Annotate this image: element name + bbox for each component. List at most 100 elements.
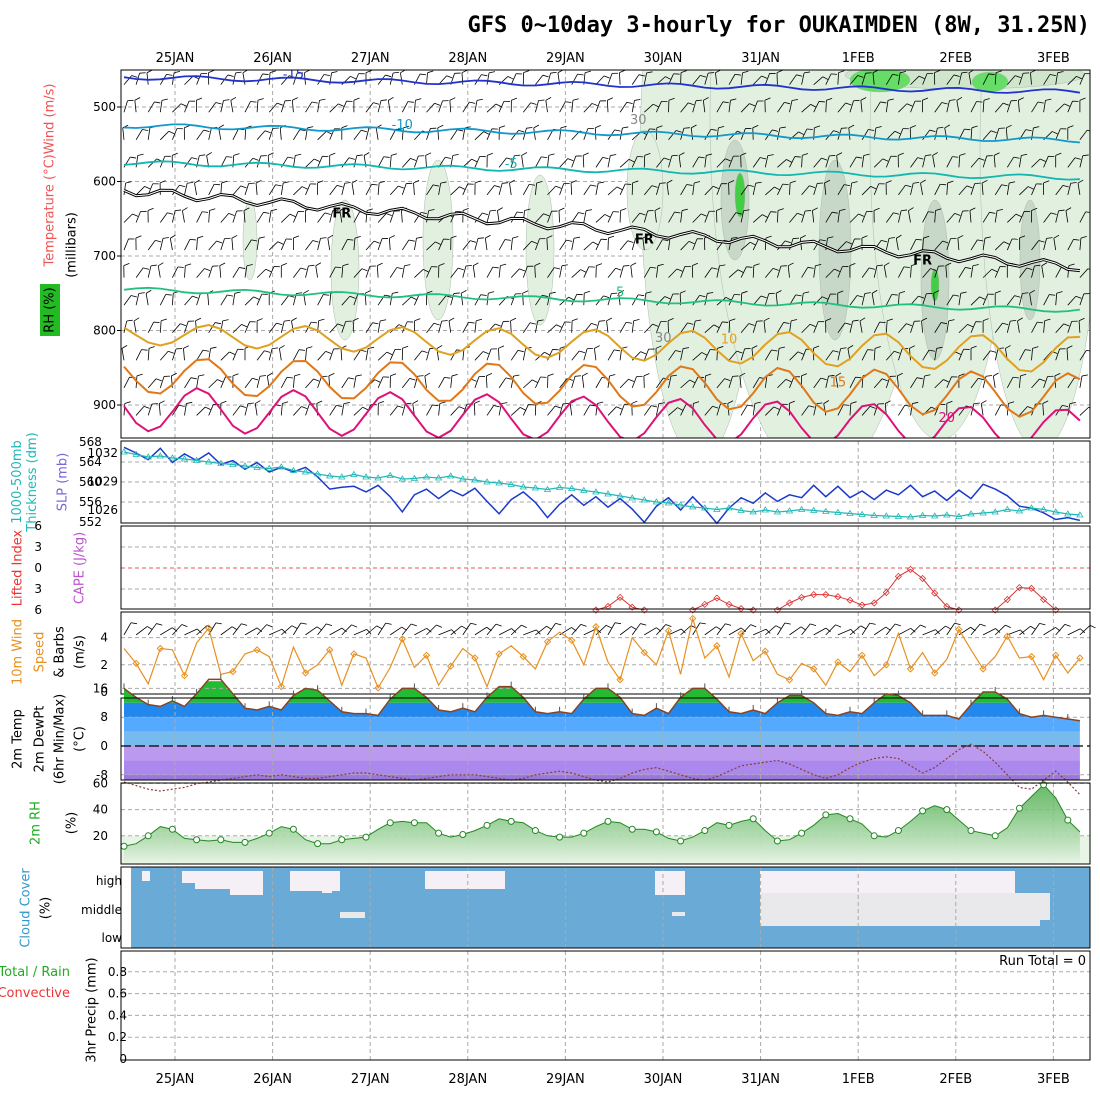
wind-barb-flag xyxy=(483,131,490,135)
wind-barb xyxy=(801,72,805,85)
wind-barb xyxy=(474,238,479,251)
wind-barb-flag xyxy=(934,70,941,74)
wind-barb-flag xyxy=(674,211,681,214)
wind-speed-point xyxy=(737,629,745,638)
wind-barb xyxy=(208,379,218,389)
wind-barb-flag xyxy=(808,405,815,408)
wind-barb-flag xyxy=(450,235,457,239)
wind-barb xyxy=(146,72,149,85)
temperature-band xyxy=(124,681,1080,703)
wind-barb-flag xyxy=(510,317,517,322)
wind-barb-flag xyxy=(451,629,456,635)
isotherm--10 xyxy=(123,123,1080,144)
wind-speed-point xyxy=(398,635,407,643)
wind-barb xyxy=(317,376,322,388)
wind-barb-flag xyxy=(643,373,650,377)
wind-barb xyxy=(885,350,895,361)
wind-barb xyxy=(196,625,208,636)
wind-barb-flag xyxy=(856,295,863,298)
wind-barb xyxy=(764,268,774,278)
wind-barb xyxy=(583,210,587,223)
wind-speed-point xyxy=(834,658,842,666)
wind-barb xyxy=(895,238,899,251)
thickness-point xyxy=(132,450,140,457)
wind-barb-flag xyxy=(947,180,954,184)
wind-barb xyxy=(256,238,260,251)
wind-barb-flag xyxy=(313,378,320,382)
lifted-index-point xyxy=(785,599,794,607)
wind-barb xyxy=(861,293,866,306)
wind-barb-flag xyxy=(426,628,432,633)
wind-barb xyxy=(680,184,687,196)
wind-barb-flag xyxy=(1027,186,1034,190)
cloud-left-gap xyxy=(121,867,131,948)
wind-barb-flag xyxy=(240,185,247,189)
wind-barb xyxy=(305,101,313,113)
wind-barb-flag xyxy=(944,124,951,129)
wind-barb xyxy=(728,100,731,113)
wind-barb xyxy=(208,266,213,278)
wind-barb-flag xyxy=(978,157,985,161)
wind-barb-flag xyxy=(739,372,746,377)
wind-barb xyxy=(232,349,238,361)
wind-barb-flag xyxy=(476,98,483,101)
wind-barb-flag xyxy=(263,211,270,214)
wind-barb-flag xyxy=(1058,209,1065,212)
wind-barb-flag xyxy=(838,70,845,74)
wind-barb xyxy=(317,74,325,85)
wind-barb xyxy=(619,72,621,85)
wind-barb-flag xyxy=(293,235,300,239)
wind-barb-flag xyxy=(725,158,731,162)
wind-barb xyxy=(123,75,133,85)
wind-barb xyxy=(813,403,817,416)
wind-barb xyxy=(510,320,512,333)
wind-barb-flag xyxy=(688,102,694,106)
wind-barb-flag xyxy=(532,379,538,383)
wind-barb-flag xyxy=(1019,235,1026,239)
wind-barb xyxy=(825,100,827,113)
rh-point xyxy=(628,825,636,833)
wind-barb-flag xyxy=(548,153,555,156)
wind-barb xyxy=(619,378,629,389)
wind-barb-flag xyxy=(860,97,867,101)
rh-legend-swatch xyxy=(40,284,60,336)
wind-barb-flag xyxy=(372,322,379,325)
wind-speed-point xyxy=(446,662,455,670)
wind-barb-flag xyxy=(572,98,579,101)
wind-barb xyxy=(244,403,249,416)
wind-barb-flag xyxy=(605,624,612,629)
wind-barb xyxy=(256,624,267,636)
wind-barb xyxy=(764,155,769,168)
thickness-point xyxy=(543,485,552,492)
wind-barb-flag xyxy=(199,154,206,157)
wind-barb-flag xyxy=(196,628,202,634)
wind-barb-flag xyxy=(993,152,1000,156)
wind-barb-flag xyxy=(255,400,261,404)
wind-barb-flag xyxy=(262,73,269,75)
wind-barb-flag xyxy=(409,378,416,381)
wind-barb xyxy=(898,348,903,361)
thickness-point xyxy=(725,504,733,511)
freezing-level-line-inner xyxy=(123,189,1080,272)
wind-barb xyxy=(861,129,869,140)
wind-barb-flag xyxy=(264,350,271,353)
wind-barb xyxy=(656,296,666,306)
wind-barb xyxy=(764,293,770,306)
wind-barb-flag xyxy=(397,405,404,409)
wind-barb xyxy=(668,268,678,278)
wind-barb-flag xyxy=(474,400,480,404)
wind-barb xyxy=(268,266,275,278)
wind-barb-flag xyxy=(195,317,202,322)
wind-barb xyxy=(281,213,291,223)
wind-barb xyxy=(486,72,490,85)
wind-barb xyxy=(426,128,431,140)
wind-barb xyxy=(873,158,883,168)
wind-barb-flag xyxy=(845,102,852,106)
wind-barb-flag xyxy=(700,74,707,78)
wind-barb-flag xyxy=(311,101,318,104)
wind-barb-flag xyxy=(952,156,959,158)
wind-barb xyxy=(280,403,283,416)
wind-barb xyxy=(777,210,779,223)
wind-barb-flag xyxy=(470,622,477,625)
